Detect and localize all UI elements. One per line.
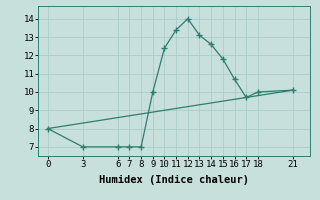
- X-axis label: Humidex (Indice chaleur): Humidex (Indice chaleur): [100, 175, 249, 185]
